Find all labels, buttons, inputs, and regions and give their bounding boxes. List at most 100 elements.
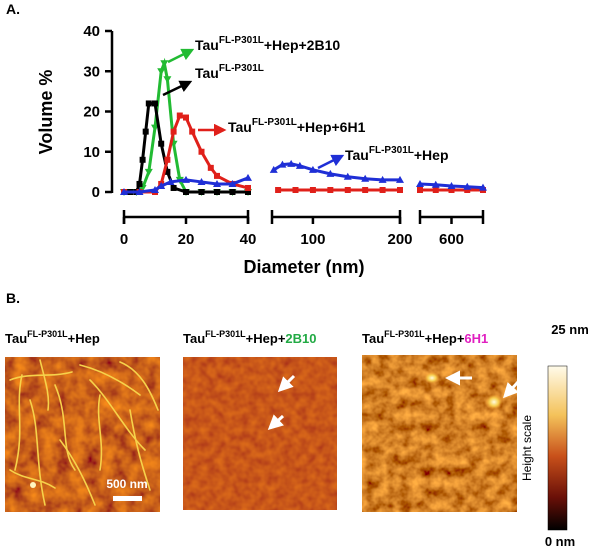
data-point [145, 100, 152, 107]
data-point [170, 184, 177, 191]
title-sup: FL-P301L [384, 329, 425, 339]
data-point [417, 186, 423, 193]
data-point [308, 165, 317, 173]
annotation-arrow [167, 48, 195, 64]
data-point [176, 112, 183, 119]
series-label: TauFL-P301L [195, 63, 264, 81]
x-tick-label: 20 [178, 231, 195, 248]
data-point [269, 165, 278, 173]
data-point [275, 186, 282, 193]
label-sup: FL-P301L [219, 35, 264, 46]
y-axis-title: Volume % [36, 70, 56, 155]
data-point [198, 189, 205, 195]
title-rest: +Hep+ [246, 331, 286, 346]
particle [30, 482, 36, 488]
data-point [157, 68, 166, 76]
panel-label: B. [6, 290, 20, 306]
afm-image [183, 357, 337, 510]
data-point [378, 175, 387, 183]
label-sup: FL-P301L [219, 63, 264, 74]
y-tick-label: 20 [83, 104, 100, 121]
data-point [295, 161, 304, 169]
data-point [287, 159, 296, 167]
data-point [151, 185, 159, 193]
data-point [164, 156, 171, 163]
data-point [183, 189, 189, 195]
data-point [163, 76, 172, 84]
data-point [142, 128, 149, 135]
data-point [309, 186, 316, 193]
data-point [152, 100, 158, 107]
y-tick-label: 0 [92, 184, 100, 201]
data-point [447, 181, 456, 189]
label-name: Tau [195, 65, 219, 81]
data-point [431, 180, 440, 188]
image-titles: TauFL-P301L+Hep TauFL-P301L+Hep+2B10 TauFL… [5, 329, 488, 346]
label-suffix: +Hep+6H1 [297, 119, 366, 135]
data-point [416, 179, 424, 187]
data-point [397, 186, 403, 193]
data-point [214, 172, 220, 179]
title-highlight: 6H1 [464, 331, 488, 346]
label-name: Tau [228, 119, 252, 135]
data-point [207, 164, 214, 171]
image-title: TauFL-P301L+Hep [5, 329, 100, 346]
data-point [198, 148, 205, 155]
data-point [463, 182, 472, 190]
y-tick-label: 10 [83, 144, 100, 161]
image-title: TauFL-P301L+Hep+6H1 [362, 329, 488, 346]
arrows [445, 370, 520, 399]
label-sup: FL-P301L [369, 145, 414, 156]
fibrils [9, 359, 159, 506]
label-suffix: +Hep [414, 147, 449, 163]
arrows [267, 374, 296, 431]
label-name: Tau [345, 147, 369, 163]
x-tick-label: 0 [120, 231, 128, 248]
data-point [158, 140, 165, 147]
particle [424, 372, 440, 384]
x-tick-label: 200 [387, 231, 412, 248]
panel-label: A. [6, 1, 20, 17]
data-point [379, 186, 386, 193]
annotation-arrow [317, 154, 345, 170]
data-point [160, 60, 169, 68]
series-line [124, 101, 248, 194]
afm-image [362, 355, 517, 512]
y-tick-label: 40 [83, 23, 100, 40]
series-line [124, 176, 249, 194]
title-highlight: 2B10 [285, 331, 316, 346]
title-sup: FL-P301L [27, 329, 68, 339]
data-point [361, 174, 370, 182]
data-point [136, 180, 143, 187]
x-tick-label: 40 [240, 231, 257, 248]
data-point [214, 189, 220, 195]
data-point [432, 186, 439, 193]
label-name: Tau [195, 37, 219, 53]
data-point [189, 128, 196, 135]
data-point [479, 183, 487, 191]
data-point [343, 172, 352, 180]
series-label: TauFL-P301L+Hep+6H1 [228, 117, 366, 135]
series-label: TauFL-P301L+Hep+2B10 [195, 35, 340, 53]
data-point [139, 156, 146, 163]
data-point [344, 186, 351, 193]
title-rest: +Hep [68, 331, 100, 346]
label-suffix: +Hep+2B10 [264, 37, 340, 53]
annotation-arrow [162, 80, 193, 97]
data-point [135, 188, 144, 195]
data-point [278, 160, 287, 168]
data-point [292, 186, 299, 193]
data-point [245, 184, 251, 191]
data-point [229, 189, 236, 195]
data-point [182, 175, 190, 183]
series-label: TauFL-P301L+Hep [345, 145, 449, 163]
data-point [120, 188, 128, 195]
data-point [183, 114, 189, 121]
label-sup: FL-P301L [252, 117, 297, 128]
data-point [244, 173, 252, 181]
data-point [151, 124, 159, 132]
data-point [228, 179, 237, 187]
data-point [197, 177, 206, 185]
